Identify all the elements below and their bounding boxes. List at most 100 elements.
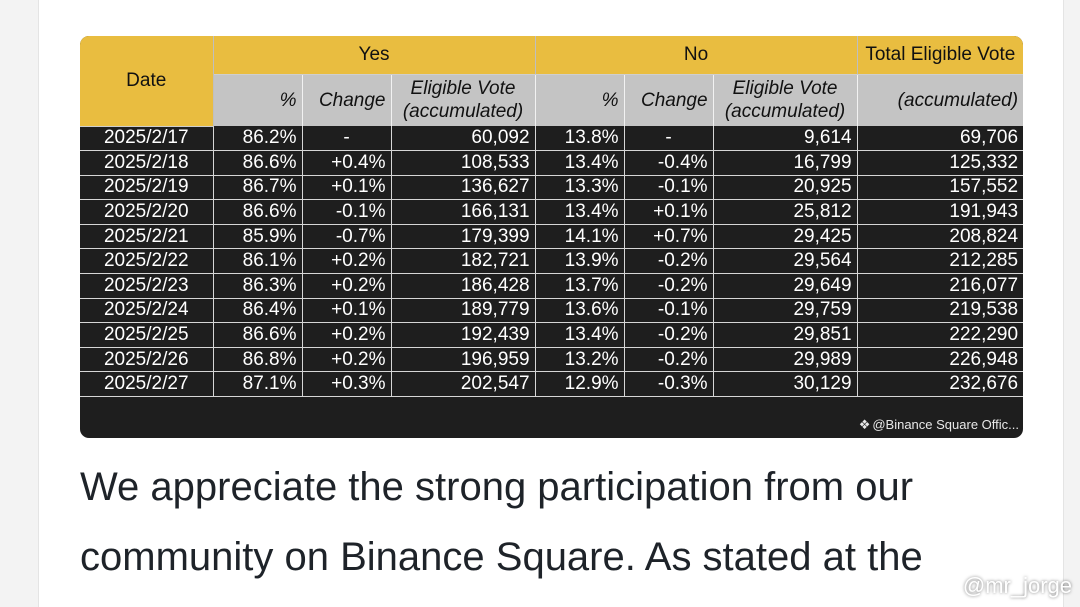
header-no: No	[535, 36, 858, 75]
cell-total: 216,077	[857, 273, 1023, 299]
cell-yes-pct: 86.8%	[213, 347, 303, 373]
table-row: 2025/2/20 86.6% -0.1% 166,131 13.4% +0.1% 25,8…	[80, 199, 1023, 225]
cell-yes-eligible: 189,779	[391, 298, 536, 324]
cell-no-pct: 13.3%	[535, 175, 625, 201]
cell-no-pct: 13.6%	[535, 298, 625, 324]
cell-date: 2025/2/18	[80, 150, 214, 176]
cell-no-change: -0.2%	[624, 347, 714, 373]
header-yes-change: Change	[302, 74, 392, 126]
cell-yes-pct: 86.6%	[213, 150, 303, 176]
cell-yes-eligible: 186,428	[391, 273, 536, 299]
card-watermark-text: @Binance Square Offic...	[872, 417, 1019, 432]
cell-date: 2025/2/24	[80, 298, 214, 324]
cell-no-pct: 12.9%	[535, 371, 625, 398]
cell-no-eligible: 20,925	[713, 175, 858, 201]
cell-yes-change: +0.4%	[302, 150, 392, 176]
header-yes-pct: %	[213, 74, 303, 126]
corner-watermark-text: @mr_jorge	[962, 573, 1072, 598]
cell-no-change: -	[624, 126, 714, 152]
cell-no-pct: 13.4%	[535, 150, 625, 176]
cell-no-eligible: 29,649	[713, 273, 858, 299]
cell-no-pct: 13.4%	[535, 199, 625, 225]
cell-yes-pct: 86.6%	[213, 322, 303, 348]
cell-no-pct: 14.1%	[535, 224, 625, 250]
header-date: Date	[80, 36, 214, 127]
cell-total: 219,538	[857, 298, 1023, 324]
post-content: Date Yes No Total Eligible Vote % Change…	[38, 0, 1064, 607]
cell-no-pct: 13.4%	[535, 322, 625, 348]
cell-no-change: +0.7%	[624, 224, 714, 250]
table-row: 2025/2/27 87.1% +0.3% 202,547 12.9% -0.3% 30,1…	[80, 371, 1023, 398]
cell-no-eligible: 9,614	[713, 126, 858, 152]
cell-date: 2025/2/23	[80, 273, 214, 299]
cell-yes-pct: 86.3%	[213, 273, 303, 299]
cell-total: 208,824	[857, 224, 1023, 250]
cell-date: 2025/2/22	[80, 248, 214, 275]
binance-logo-icon: ❖	[858, 417, 871, 432]
cell-no-change: -0.1%	[624, 298, 714, 324]
header-total-accumulated: (accumulated)	[857, 74, 1023, 126]
cell-yes-change: +0.2%	[302, 347, 392, 373]
header-yes-eligible-line2: (accumulated)	[402, 101, 524, 123]
table-row: 2025/2/26 86.8% +0.2% 196,959 13.2% -0.2% 29,9…	[80, 347, 1023, 373]
cell-no-eligible: 29,564	[713, 248, 858, 275]
cell-yes-eligible: 202,547	[391, 371, 536, 398]
table-row: 2025/2/17 86.2% -60,092 13.8% -9,614 69,706	[80, 126, 1023, 152]
cell-yes-change: -	[302, 126, 392, 152]
cell-no-eligible: 29,425	[713, 224, 858, 250]
header-yes-eligible: Eligible Vote (accumulated)	[391, 74, 536, 126]
cell-no-change: -0.2%	[624, 248, 714, 275]
cell-yes-eligible: 108,533	[391, 150, 536, 176]
cell-total: 69,706	[857, 126, 1023, 152]
header-no-eligible-line1: Eligible Vote	[732, 78, 838, 100]
cell-yes-pct: 86.4%	[213, 298, 303, 324]
cell-yes-pct: 86.2%	[213, 126, 303, 152]
header-yes-eligible-line1: Eligible Vote	[410, 78, 516, 100]
cell-yes-change: -0.7%	[302, 224, 392, 250]
vote-results-table: Date Yes No Total Eligible Vote % Change…	[80, 36, 1023, 398]
cell-no-pct: 13.7%	[535, 273, 625, 299]
cell-yes-eligible: 136,627	[391, 175, 536, 201]
cell-no-pct: 13.9%	[535, 248, 625, 275]
cell-total: 232,676	[857, 371, 1023, 398]
cell-no-change: -0.3%	[624, 371, 714, 398]
cell-no-change: -0.2%	[624, 273, 714, 299]
header-total: Total Eligible Vote	[857, 36, 1023, 75]
cell-no-eligible: 16,799	[713, 150, 858, 176]
cell-yes-pct: 85.9%	[213, 224, 303, 250]
cell-yes-change: +0.2%	[302, 273, 392, 299]
cell-yes-pct: 86.6%	[213, 199, 303, 225]
cell-date: 2025/2/19	[80, 175, 214, 201]
table-row: 2025/2/21 85.9% -0.7% 179,399 14.1% +0.7% 29,4…	[80, 224, 1023, 250]
table-body: 2025/2/17 86.2% -60,092 13.8% -9,614 69,706 20…	[80, 126, 1023, 398]
cell-date: 2025/2/27	[80, 371, 214, 398]
table-row: 2025/2/25 86.6% +0.2% 192,439 13.4% -0.2% 29,8…	[80, 322, 1023, 348]
cell-total: 125,332	[857, 150, 1023, 176]
vote-results-image: Date Yes No Total Eligible Vote % Change…	[80, 36, 1023, 438]
cell-no-pct: 13.2%	[535, 347, 625, 373]
post-paragraph: We appreciate the strong participation f…	[80, 465, 923, 579]
cell-yes-eligible: 60,092	[391, 126, 536, 152]
cell-yes-change: +0.2%	[302, 322, 392, 348]
cell-no-change: -0.2%	[624, 322, 714, 348]
table-row: 2025/2/18 86.6% +0.4% 108,533 13.4% -0.4% 16,7…	[80, 150, 1023, 176]
cell-yes-pct: 86.1%	[213, 248, 303, 275]
cell-total: 222,290	[857, 322, 1023, 348]
card-watermark: ❖ @Binance Square Offic...	[859, 417, 1019, 433]
cell-date: 2025/2/21	[80, 224, 214, 250]
cell-no-change: -0.4%	[624, 150, 714, 176]
header-no-eligible: Eligible Vote (accumulated)	[713, 74, 858, 126]
cell-no-change: -0.1%	[624, 175, 714, 201]
table-row: 2025/2/19 86.7% +0.1% 136,627 13.3% -0.1% 20,9…	[80, 175, 1023, 201]
cell-yes-change: +0.1%	[302, 298, 392, 324]
cell-no-eligible: 29,759	[713, 298, 858, 324]
cell-date: 2025/2/20	[80, 199, 214, 225]
cell-yes-pct: 87.1%	[213, 371, 303, 398]
cell-yes-pct: 86.7%	[213, 175, 303, 201]
corner-watermark: @mr_jorge	[963, 573, 1072, 599]
cell-yes-eligible: 196,959	[391, 347, 536, 373]
header-yes: Yes	[213, 36, 536, 75]
table-row: 2025/2/23 86.3% +0.2% 186,428 13.7% -0.2% 29,6…	[80, 273, 1023, 299]
cell-no-eligible: 30,129	[713, 371, 858, 398]
cell-yes-eligible: 192,439	[391, 322, 536, 348]
